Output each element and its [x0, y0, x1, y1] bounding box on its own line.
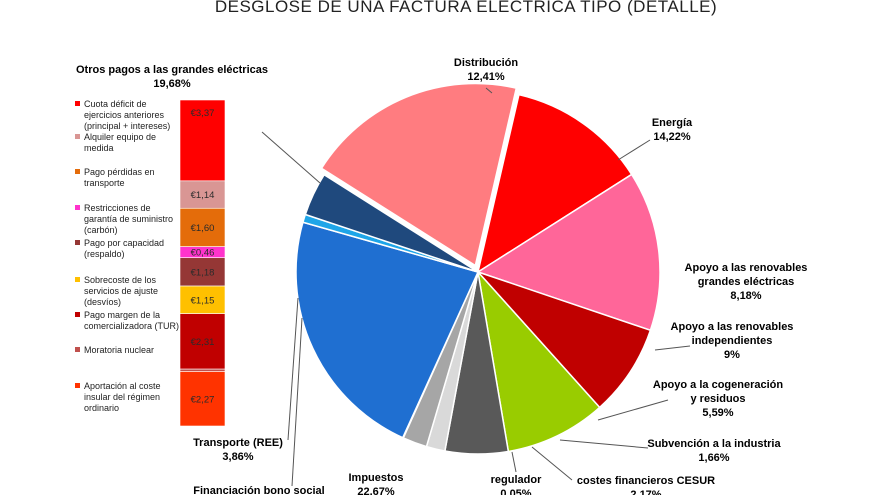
slice-name-label: independientes: [692, 335, 773, 347]
legend-label: Moratoria nuclear: [84, 345, 154, 355]
leader-line: [511, 451, 517, 473]
legend-label: transporte: [84, 178, 125, 188]
slice-value-label: 3,86%: [222, 451, 253, 463]
slice-name-label: Subvención a la industria: [647, 438, 781, 450]
slice-name-label: Distribución: [454, 57, 518, 69]
breakdown-value-label: €1,14: [191, 190, 215, 201]
breakdown-value-label: €1,18: [191, 267, 215, 278]
leader-line: [485, 87, 493, 94]
slice-value-label: 8,18%: [730, 290, 761, 302]
breakdown-segment: [179, 285, 226, 314]
legend-label: servicios de ajuste: [84, 286, 158, 296]
leader-line: [287, 297, 299, 441]
slice-name-label: Energía: [652, 117, 693, 129]
breakdown-bar: Otros pagos a las grandes eléctricas 19,…: [75, 64, 268, 427]
pie-slice: [475, 270, 652, 409]
slice-value-label: 0,05%: [500, 488, 531, 495]
pie-chart: [295, 82, 661, 455]
breakdown-segment: [179, 371, 226, 427]
pie-slice: [476, 93, 633, 274]
legend-swatch: [75, 101, 80, 106]
slice-name-label: Transporte (REE): [193, 437, 283, 449]
legend-label: Pago pérdidas en: [84, 167, 155, 177]
slice-name-label: Impuestos: [348, 472, 403, 484]
leader-line: [559, 439, 649, 449]
pie-slice: [476, 173, 661, 332]
legend-label: garantía de suministro: [84, 214, 173, 224]
slice-value-label: 9%: [724, 349, 740, 361]
chart-title: DESGLOSE DE UNA FACTURA ELÉCTRICA TIPO (…: [215, 0, 717, 16]
leader-line: [654, 345, 691, 351]
legend-label: Cuota déficit de: [84, 99, 147, 109]
legend-swatch: [75, 240, 80, 245]
legend-label: comercializadora (TUR): [84, 321, 179, 331]
legend-label: Restricciones de: [84, 203, 151, 213]
legend-swatch: [75, 383, 80, 388]
leader-line: [291, 317, 303, 487]
leader-line: [617, 139, 651, 161]
legend-swatch: [75, 169, 80, 174]
breakdown-value-label: €2,31: [191, 337, 215, 348]
pie-slice: [295, 221, 480, 439]
legend-label: Aportación al coste: [84, 381, 161, 391]
slice-labels: Distribución 12,41% Energía 14,22% Apoyo a l…: [193, 57, 807, 495]
slice-name-label: grandes eléctricas: [698, 276, 795, 288]
legend-swatch: [75, 347, 80, 352]
slice-value-label: 22,67%: [357, 486, 395, 495]
breakdown-value-label: €3,37: [191, 108, 215, 119]
breakdown-segment: [179, 313, 226, 370]
legend-swatch: [75, 205, 80, 210]
legend-label: medida: [84, 143, 114, 153]
legend-label: (principal + intereses): [84, 121, 170, 131]
legend-label: Pago margen de la: [84, 310, 160, 320]
legend-label: Alquiler equipo de: [84, 132, 156, 142]
legend-label: (desvíos): [84, 297, 121, 307]
leader-line: [597, 399, 669, 421]
breakdown-segment: [179, 99, 226, 182]
slice-name-label: Apoyo a la cogeneración: [653, 379, 783, 391]
slice-name-label: regulador: [491, 474, 542, 486]
legend-swatch: [75, 312, 80, 317]
breakdown-segment: [179, 207, 226, 247]
legend-swatch: [75, 134, 80, 139]
breakdown-value-label: €2,27: [191, 394, 215, 405]
slice-value-label: 1,66%: [698, 452, 729, 464]
breakdown-value-label: €1,60: [191, 223, 215, 234]
pie-slice: [320, 82, 518, 267]
legend-label: insular del régimen: [84, 392, 160, 402]
pie-slice: [304, 173, 479, 273]
legend-label: Pago por capacidad: [84, 238, 164, 248]
legend-label: ordinario: [84, 403, 119, 413]
breakdown-connector: [261, 131, 321, 184]
slice-value-label: 5,59%: [702, 407, 733, 419]
breakdown-total: 19,68%: [153, 78, 191, 90]
slice-name-label: Apoyo a las renovables: [671, 321, 794, 333]
legend-label: ejercicios anteriores: [84, 110, 165, 120]
slice-name-label: Apoyo a las renovables: [685, 262, 808, 274]
breakdown-value-label: €1,15: [191, 295, 215, 306]
slice-name-label: Financiación bono social: [193, 485, 324, 495]
leader-lines: [261, 87, 691, 487]
breakdown-segment: [179, 368, 226, 372]
slice-name-label: y residuos: [690, 393, 745, 405]
leader-line: [531, 446, 573, 481]
breakdown-segment: [179, 257, 226, 287]
legend-label: (carbón): [84, 225, 118, 235]
slice-value-label: 2,17%: [630, 489, 661, 495]
breakdown-title: Otros pagos a las grandes eléctricas: [76, 64, 268, 76]
slice-name-label: costes financieros CESUR: [577, 475, 715, 487]
legend-swatch: [75, 277, 80, 282]
legend-label: (respaldo): [84, 249, 125, 259]
pie-slice: [476, 269, 601, 453]
slice-value-label: 14,22%: [653, 131, 691, 143]
breakdown-value-label: €0,46: [191, 248, 215, 259]
legend-label: Sobrecoste de los: [84, 275, 157, 285]
breakdown-segment: [179, 180, 226, 209]
slice-value-label: 12,41%: [467, 71, 505, 83]
